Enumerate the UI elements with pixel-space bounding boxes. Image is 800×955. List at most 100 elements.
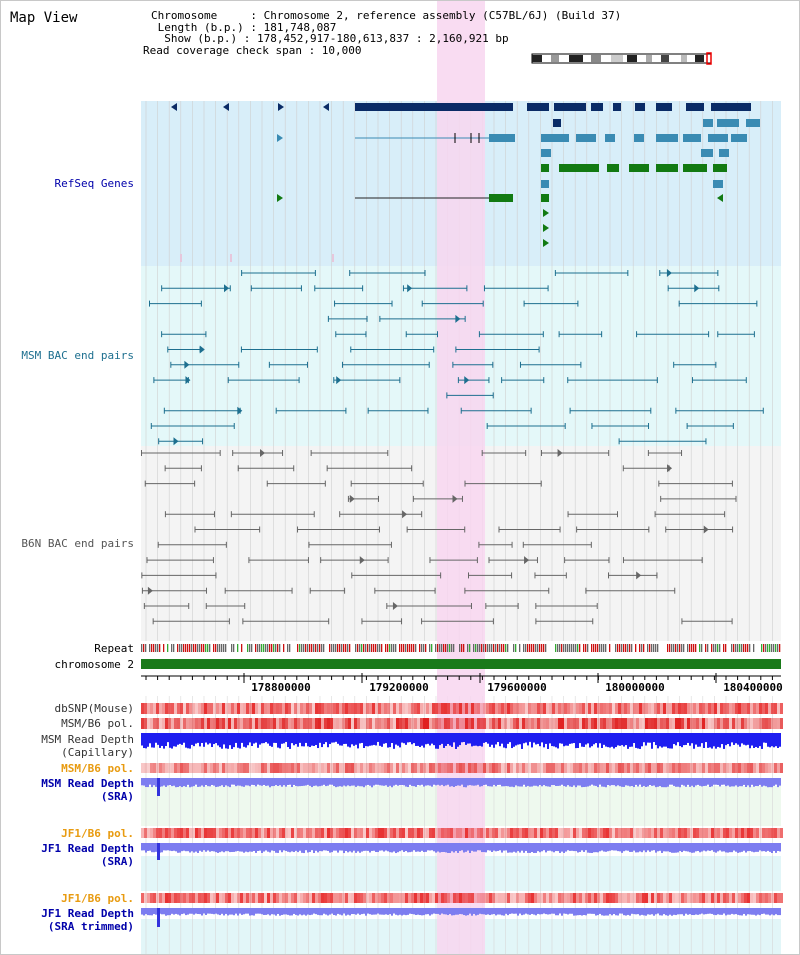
heat-cell (324, 893, 327, 903)
heat-cell (723, 703, 726, 714)
heat-cell (150, 763, 153, 773)
heat-cell (147, 893, 150, 903)
heat-cell (282, 763, 285, 773)
track-label-msm-bac[interactable]: MSM BAC end pairs (21, 349, 134, 362)
depth-bar (727, 778, 729, 786)
heat-cell (177, 718, 180, 729)
depth-bar (629, 733, 631, 747)
heat-cell (339, 703, 342, 714)
track-label-repeat[interactable]: Repeat (94, 642, 134, 655)
depth-bar (535, 733, 537, 745)
depth-bar (337, 778, 339, 787)
heat-cell (414, 893, 417, 903)
ideogram-band (551, 55, 559, 62)
repeat-mark (771, 644, 773, 652)
depth-bar (249, 733, 251, 743)
ideogram-band (646, 55, 652, 62)
heat-cell (681, 718, 684, 729)
heat-cell (363, 703, 366, 714)
heat-cell (147, 718, 150, 729)
depth-bar (275, 843, 277, 853)
heat-cell (306, 718, 309, 729)
heat-cell (741, 703, 744, 714)
depth-bar (305, 733, 307, 743)
heat-cell (441, 893, 444, 903)
track-label-msm-depth-sra[interactable]: MSM Read Depth (41, 777, 134, 790)
heat-cell (168, 703, 171, 714)
depth-bar (349, 908, 351, 916)
heat-cell (684, 893, 687, 903)
depth-bar (201, 908, 203, 916)
heat-cell (684, 828, 687, 838)
depth-bar (743, 843, 745, 851)
depth-bar (271, 908, 273, 915)
jf1-b6-pol2-heat (141, 893, 783, 903)
depth-bar (617, 908, 619, 916)
depth-bar (687, 908, 689, 915)
track-label-jf1-b6-pol-2[interactable]: JF1/B6 pol. (61, 892, 134, 905)
depth-bar (171, 843, 173, 852)
repeat-mark (615, 644, 617, 652)
track-label-jf1-depth-trimmed[interactable]: JF1 Read Depth (41, 907, 134, 920)
heat-cell (174, 893, 177, 903)
depth-bar (513, 778, 515, 788)
repeat-mark (375, 644, 377, 652)
heat-cell (777, 718, 780, 729)
heat-cell (219, 763, 222, 773)
heat-cell (237, 763, 240, 773)
depth-bar (611, 778, 613, 786)
track-label-msm-depth-capillary[interactable]: MSM Read Depth (41, 733, 134, 746)
heat-cell (762, 763, 765, 773)
repeat-mark (459, 644, 461, 652)
gene-exon (605, 134, 615, 142)
depth-bar (413, 843, 415, 851)
depth-bar (575, 908, 577, 916)
heat-cell (285, 763, 288, 773)
depth-bar (519, 843, 521, 853)
track-label-refseq[interactable]: RefSeq Genes (54, 177, 134, 190)
depth-bar (557, 908, 559, 916)
depth-bar (373, 778, 375, 786)
depth-bar (733, 778, 735, 787)
depth-bar (737, 778, 739, 787)
heat-cell (438, 763, 441, 773)
depth-bar (683, 843, 685, 851)
track-label-msm-b6-pol-2[interactable]: MSM/B6 pol. (61, 762, 134, 775)
repeat-mark (263, 644, 265, 652)
track-label-chromosome[interactable]: chromosome 2 (54, 658, 134, 671)
heat-cell (285, 703, 288, 714)
msm-depth-capillary (141, 733, 781, 749)
depth-bar (209, 908, 211, 914)
repeat-mark (357, 644, 359, 652)
depth-bar (257, 843, 259, 851)
heat-cell (582, 718, 585, 729)
depth-bar (675, 908, 677, 916)
heat-cell (573, 703, 576, 714)
depth-bar (395, 733, 397, 745)
depth-bar (353, 843, 355, 851)
heat-cell (315, 703, 318, 714)
track-label-jf1-b6-pol[interactable]: JF1/B6 pol. (61, 827, 134, 840)
depth-bar (745, 908, 747, 916)
depth-bar (749, 908, 751, 915)
repeat-mark (159, 644, 161, 652)
depth-bar (623, 778, 625, 787)
region-info: Chromosome : Chromosome 2, reference ass… (143, 10, 621, 56)
ideogram-band (681, 55, 687, 62)
depth-bar (717, 733, 719, 747)
heat-cell (171, 718, 174, 729)
depth-bar (369, 778, 371, 786)
track-label-dbsnp[interactable]: dbSNP(Mouse) (54, 702, 134, 715)
depth-bar (645, 733, 647, 746)
depth-bar (341, 908, 343, 916)
depth-bar (497, 778, 499, 785)
repeat-mark (199, 644, 201, 652)
track-label-b6n-bac[interactable]: B6N BAC end pairs (21, 537, 134, 550)
depth-bar (645, 778, 647, 787)
track-label-msm-b6-pol[interactable]: MSM/B6 pol. (61, 717, 134, 730)
heat-cell (747, 828, 750, 838)
bac-arrow (199, 345, 205, 354)
depth-bar (379, 733, 381, 746)
track-label-jf1-depth-sra[interactable]: JF1 Read Depth (41, 842, 134, 855)
